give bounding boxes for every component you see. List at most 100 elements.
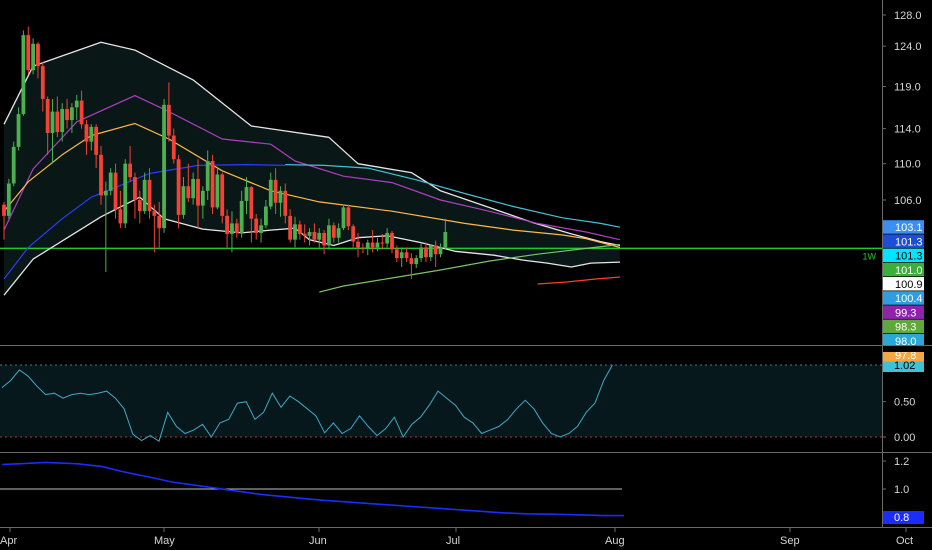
last-value-label[interactable]: 103.1 <box>882 220 924 234</box>
last-value-label[interactable]: 101.0 <box>882 262 924 277</box>
candle[interactable] <box>380 233 385 250</box>
candle[interactable] <box>181 177 186 219</box>
oscillator-pane[interactable]: 0.50 0.00 1.02 <box>0 357 924 444</box>
candle[interactable] <box>21 30 26 116</box>
candle[interactable] <box>79 90 84 129</box>
candle[interactable] <box>133 172 137 219</box>
candle[interactable] <box>186 163 191 202</box>
candle[interactable] <box>341 204 346 231</box>
candle[interactable] <box>210 154 215 214</box>
candle[interactable] <box>225 209 229 248</box>
candle[interactable] <box>99 145 103 205</box>
last-value-label[interactable]: 99.3 <box>882 305 924 319</box>
candle[interactable] <box>200 186 205 219</box>
candle[interactable] <box>370 230 375 253</box>
candle[interactable] <box>327 218 331 250</box>
candle[interactable] <box>70 103 74 133</box>
candle[interactable] <box>16 107 21 151</box>
candle[interactable] <box>414 255 419 269</box>
candle[interactable] <box>264 200 268 229</box>
candle[interactable] <box>302 224 307 243</box>
candle[interactable] <box>336 223 341 243</box>
candle[interactable] <box>142 172 147 214</box>
candle[interactable] <box>239 190 244 238</box>
candle[interactable] <box>89 124 94 151</box>
candle[interactable] <box>428 244 433 262</box>
ratio-value-label[interactable]: 0.8 <box>882 511 924 524</box>
candle[interactable] <box>409 253 414 279</box>
candle[interactable] <box>351 224 356 248</box>
candle[interactable] <box>2 201 6 240</box>
candle[interactable] <box>375 237 380 252</box>
candle[interactable] <box>259 218 263 243</box>
candle[interactable] <box>230 211 234 253</box>
candle[interactable] <box>152 204 157 253</box>
candle[interactable] <box>113 163 118 219</box>
candle[interactable] <box>196 159 200 229</box>
time-axis[interactable]: Apr May Jun Jul Aug Sep Oct <box>0 528 913 547</box>
candle[interactable] <box>346 204 351 231</box>
candle[interactable] <box>220 172 225 224</box>
last-value-label[interactable]: 100.4 <box>882 291 924 305</box>
candle[interactable] <box>424 242 428 263</box>
candle[interactable] <box>356 232 360 258</box>
candle[interactable] <box>234 218 239 238</box>
candle[interactable] <box>191 172 196 205</box>
candle[interactable] <box>65 98 69 129</box>
price-pane[interactable]: 1W <box>0 0 882 345</box>
candle[interactable] <box>171 128 176 164</box>
candle[interactable] <box>283 183 288 224</box>
candle[interactable] <box>317 228 322 248</box>
candle[interactable] <box>293 216 297 248</box>
candle[interactable] <box>249 186 254 243</box>
candle[interactable] <box>31 38 35 75</box>
candle[interactable] <box>331 222 336 243</box>
candle[interactable] <box>123 159 128 229</box>
candle[interactable] <box>288 209 293 243</box>
candle[interactable] <box>45 96 50 155</box>
candle[interactable] <box>215 168 220 210</box>
candle[interactable] <box>268 172 273 210</box>
candle[interactable] <box>128 145 132 182</box>
candle[interactable] <box>322 230 326 255</box>
candle[interactable] <box>278 186 283 217</box>
candle[interactable] <box>26 26 31 75</box>
last-value-label[interactable]: 100.9 <box>882 277 924 291</box>
last-value-label[interactable]: 98.3 <box>882 319 924 334</box>
candle[interactable] <box>297 220 302 240</box>
candle[interactable] <box>40 62 45 112</box>
candle[interactable] <box>433 240 438 268</box>
candle[interactable] <box>419 242 423 263</box>
candle[interactable] <box>74 94 79 121</box>
candle[interactable] <box>108 168 113 196</box>
candle[interactable] <box>312 223 317 243</box>
ratio-pane[interactable]: 1.2 1.0 0.8 <box>0 456 924 524</box>
candle[interactable] <box>84 120 89 155</box>
candle[interactable] <box>244 177 249 214</box>
candle[interactable] <box>205 150 210 200</box>
candle[interactable] <box>118 190 123 229</box>
candle[interactable] <box>55 96 60 138</box>
candle[interactable] <box>390 231 394 254</box>
candle[interactable] <box>361 243 365 254</box>
candle[interactable] <box>365 239 370 256</box>
last-value-label[interactable]: 101.3 <box>882 248 924 263</box>
candle[interactable] <box>36 42 40 79</box>
candle[interactable] <box>385 228 390 248</box>
candle[interactable] <box>6 178 11 219</box>
candle[interactable] <box>438 243 443 258</box>
candle[interactable] <box>94 124 99 169</box>
candle[interactable] <box>157 201 162 248</box>
candle[interactable] <box>50 98 55 164</box>
candle[interactable] <box>137 190 142 224</box>
candle[interactable] <box>162 98 166 233</box>
candle[interactable] <box>307 228 312 246</box>
candle[interactable] <box>399 247 404 268</box>
candle[interactable] <box>11 141 16 187</box>
candle[interactable] <box>273 168 278 214</box>
candle[interactable] <box>404 247 409 263</box>
price-axis[interactable]: 128.0 124.0 119.0 114.0 110.0 106.0 103.1 101.3… <box>882 10 932 362</box>
last-value-label[interactable]: 98.0 <box>882 333 924 348</box>
candle[interactable] <box>147 168 152 219</box>
